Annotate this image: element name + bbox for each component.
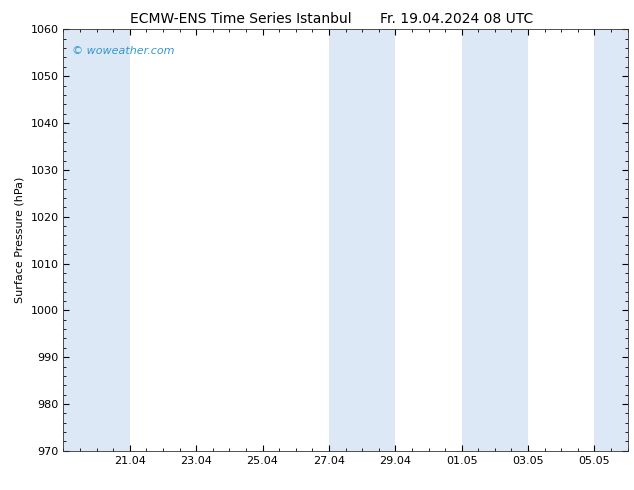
Bar [462, 29, 528, 451]
Text: ECMW-ENS Time Series Istanbul: ECMW-ENS Time Series Istanbul [130, 12, 352, 26]
Bar [63, 29, 130, 451]
Y-axis label: Surface Pressure (hPa): Surface Pressure (hPa) [15, 177, 25, 303]
Text: Fr. 19.04.2024 08 UTC: Fr. 19.04.2024 08 UTC [380, 12, 533, 26]
Bar [329, 29, 396, 451]
Bar [595, 29, 628, 451]
Text: © woweather.com: © woweather.com [72, 46, 174, 56]
